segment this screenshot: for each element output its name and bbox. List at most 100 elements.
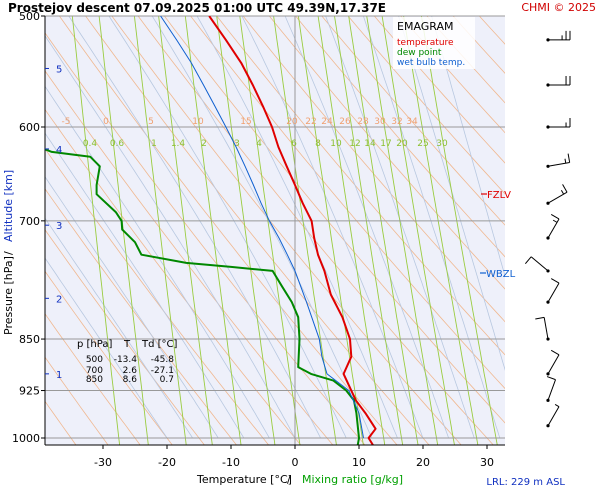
- mixing-ratio-line: [158, 16, 213, 445]
- wind-barb-station: [546, 424, 550, 428]
- table-cell: -13.4: [114, 355, 138, 365]
- table-cell: 850: [86, 375, 103, 385]
- x-axis-title-temp: Temperature [°C]: [196, 473, 292, 486]
- altitude-tick-label: 5: [56, 64, 62, 75]
- wind-barb-staff: [547, 191, 568, 204]
- y-tick-label: 600: [19, 121, 40, 134]
- wind-barb-feather: [552, 219, 558, 223]
- wind-barb-feather: [562, 184, 568, 193]
- altitude-tick-label: 4: [56, 145, 62, 156]
- wind-barb: [524, 256, 550, 273]
- legend-box: [393, 17, 475, 69]
- mixing-ratio-label: 1: [151, 139, 157, 149]
- legend-item-dew-point: dew point: [397, 48, 442, 58]
- wind-barb-station: [546, 372, 550, 376]
- dry-adiabat-line: [268, 16, 505, 290]
- wind-barb-station: [546, 201, 550, 205]
- mixing-ratio-label: 25: [417, 139, 428, 149]
- legend-item-wet-bulb: wet bulb temp.: [397, 58, 465, 68]
- wind-barb: [546, 118, 571, 129]
- dry-adiabat-line: [58, 16, 398, 445]
- y-axis-title-altitude: Altitude [km]: [2, 170, 15, 242]
- dry-adiabat-line: [85, 16, 430, 445]
- mixing-ratio-label: 8: [315, 139, 321, 149]
- wind-barb-station: [546, 269, 550, 273]
- x-axis-title-sep: /: [287, 473, 291, 486]
- mixing-ratio-label: 0.4: [83, 139, 98, 149]
- mixing-ratio-line: [273, 16, 337, 445]
- dry-adiabat-line: [373, 16, 505, 164]
- wind-barbs: [524, 30, 571, 428]
- wind-barb-station: [546, 236, 550, 240]
- moist-adiabat-line: [325, 16, 475, 439]
- chart-header-title: Prostejov descent 07.09.2025 01:00 UTC 4…: [8, 1, 386, 15]
- y-axis-title-pressure: Pressure [hPa]: [2, 256, 15, 335]
- dry-adiabat-label: 26: [339, 117, 351, 127]
- wind-barb-feather: [546, 376, 556, 381]
- mixing-ratio-line: [420, 16, 498, 445]
- moist-adiabat-line: [45, 257, 168, 439]
- mixing-ratio-line: [317, 16, 386, 445]
- wind-barb-feather: [550, 349, 560, 356]
- dry-adiabat-label: 32: [391, 117, 402, 127]
- wind-barb-feather: [560, 190, 565, 195]
- x-tick-label: -30: [94, 456, 112, 469]
- wind-barb-station: [546, 38, 550, 42]
- moist-adiabat-line: [241, 16, 424, 439]
- dry-adiabat-label: 28: [357, 117, 369, 127]
- wind-barb-staff: [547, 354, 560, 375]
- mixing-ratio-label: 2: [201, 139, 207, 149]
- wind-barb: [546, 75, 571, 87]
- dry-adiabat-line: [216, 16, 505, 356]
- dry-adiabat-label: 22: [305, 117, 316, 127]
- wind-barb-feather: [554, 403, 560, 408]
- dry-adiabat-line: [45, 32, 366, 445]
- mixing-ratio-label: 3: [234, 139, 240, 149]
- mixing-ratio-line: [133, 16, 187, 445]
- wind-barb: [546, 376, 556, 402]
- wind-barb-feather: [564, 158, 567, 164]
- wbzl-marker: WBZL: [480, 269, 516, 280]
- dry-adiabat-line: [561, 0, 600, 456]
- mixing-ratio-label: 14: [364, 139, 376, 149]
- mixing-ratio-line: [216, 16, 276, 445]
- wind-barb-station: [546, 300, 550, 304]
- moist-adiabat-line: [284, 16, 449, 439]
- dry-adiabat-line: [426, 16, 505, 104]
- series-temperature: [208, 16, 377, 445]
- dry-adiabat-line: [242, 16, 505, 323]
- wind-barb-staff: [547, 379, 556, 401]
- mixing-ratio-line: [71, 16, 121, 445]
- series-dew-point: [45, 148, 360, 445]
- dry-adiabat-line: [45, 188, 238, 445]
- mixing-ratio-label: 30: [436, 139, 448, 149]
- mixing-ratio-line: [366, 16, 439, 445]
- wind-barb-station: [546, 398, 550, 402]
- wind-barb-feather: [567, 153, 571, 163]
- dry-adiabat-line: [295, 16, 505, 258]
- fzlv-label: FZLV: [487, 190, 511, 201]
- wbzl-label: WBZL: [486, 269, 516, 280]
- legend-title: EMAGRAM: [397, 20, 454, 33]
- x-tick-label: 30: [480, 456, 494, 469]
- mixing-ratio-label: 1.4: [171, 139, 186, 149]
- wind-barb-staff: [530, 256, 549, 272]
- dry-adiabat-label: 20: [286, 117, 298, 127]
- table-header-t: T: [123, 339, 131, 350]
- mixing-ratio-label: 10: [330, 139, 342, 149]
- moist-adiabat-line: [362, 16, 501, 439]
- wind-barb-station: [546, 164, 550, 168]
- dry-adiabat-label: 0: [103, 117, 109, 127]
- series-wet-bulb-temp: [160, 16, 364, 439]
- table-cell: 0.7: [160, 375, 174, 385]
- dry-adiabat-label: 24: [321, 117, 333, 127]
- wind-barb-staff: [547, 218, 560, 239]
- wind-barb: [535, 316, 550, 341]
- y-tick-label: 925: [19, 385, 40, 398]
- dry-adiabat-line: [111, 16, 462, 445]
- dry-adiabat-line: [45, 229, 205, 445]
- mixing-ratio-line: [334, 16, 404, 445]
- wind-barb-staff: [547, 282, 560, 303]
